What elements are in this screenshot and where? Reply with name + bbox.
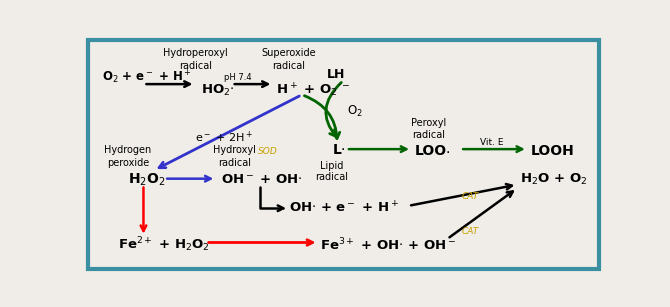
Text: O$_2$: O$_2$ bbox=[347, 104, 362, 119]
Text: e$^-$ + 2H$^+$: e$^-$ + 2H$^+$ bbox=[195, 130, 253, 145]
Text: H$_2$O + O$_2$: H$_2$O + O$_2$ bbox=[520, 172, 588, 187]
Text: Lipid: Lipid bbox=[320, 161, 344, 171]
Text: radical: radical bbox=[179, 61, 212, 72]
Text: CAT: CAT bbox=[462, 227, 479, 236]
Text: LH: LH bbox=[326, 68, 345, 81]
Text: H$^+$ + O$_2$$^{\cdot-}$: H$^+$ + O$_2$$^{\cdot-}$ bbox=[276, 81, 350, 99]
Text: Hydrogen: Hydrogen bbox=[105, 145, 151, 155]
Text: peroxide: peroxide bbox=[107, 158, 149, 168]
Text: Fe$^{2+}$ + H$_2$O$_2$: Fe$^{2+}$ + H$_2$O$_2$ bbox=[117, 235, 210, 254]
Text: Fe$^{3+}$ + OH$\cdot$ + OH$^-$: Fe$^{3+}$ + OH$\cdot$ + OH$^-$ bbox=[320, 237, 456, 253]
Text: LOOH: LOOH bbox=[531, 145, 574, 158]
Text: $\cdot$: $\cdot$ bbox=[445, 145, 450, 158]
Text: pH 7.4: pH 7.4 bbox=[224, 72, 251, 82]
Text: Vit. E: Vit. E bbox=[480, 138, 503, 146]
Text: H$_2$O$_2$: H$_2$O$_2$ bbox=[128, 172, 165, 188]
Text: radical: radical bbox=[316, 173, 348, 182]
Text: Superoxide: Superoxide bbox=[261, 49, 316, 58]
Text: radical: radical bbox=[272, 61, 306, 72]
Text: Hydroperoxyl: Hydroperoxyl bbox=[163, 49, 228, 58]
Text: Hydroxyl: Hydroxyl bbox=[213, 145, 256, 155]
Text: HO$_2$$\cdot$: HO$_2$$\cdot$ bbox=[200, 83, 234, 98]
Text: L$\cdot$: L$\cdot$ bbox=[332, 143, 346, 157]
Text: O$_2$ + e$^-$ + H$^+$: O$_2$ + e$^-$ + H$^+$ bbox=[102, 68, 192, 86]
Text: LOO: LOO bbox=[415, 145, 447, 158]
Text: OH$\cdot$ + e$^-$ + H$^+$: OH$\cdot$ + e$^-$ + H$^+$ bbox=[289, 200, 399, 216]
Text: OH$^-$ + OH$\cdot$: OH$^-$ + OH$\cdot$ bbox=[221, 173, 303, 186]
Text: Peroxyl: Peroxyl bbox=[411, 118, 447, 128]
Text: radical: radical bbox=[218, 158, 251, 168]
Text: radical: radical bbox=[413, 130, 446, 140]
Text: SOD: SOD bbox=[258, 147, 278, 156]
Text: CAT: CAT bbox=[462, 192, 479, 201]
